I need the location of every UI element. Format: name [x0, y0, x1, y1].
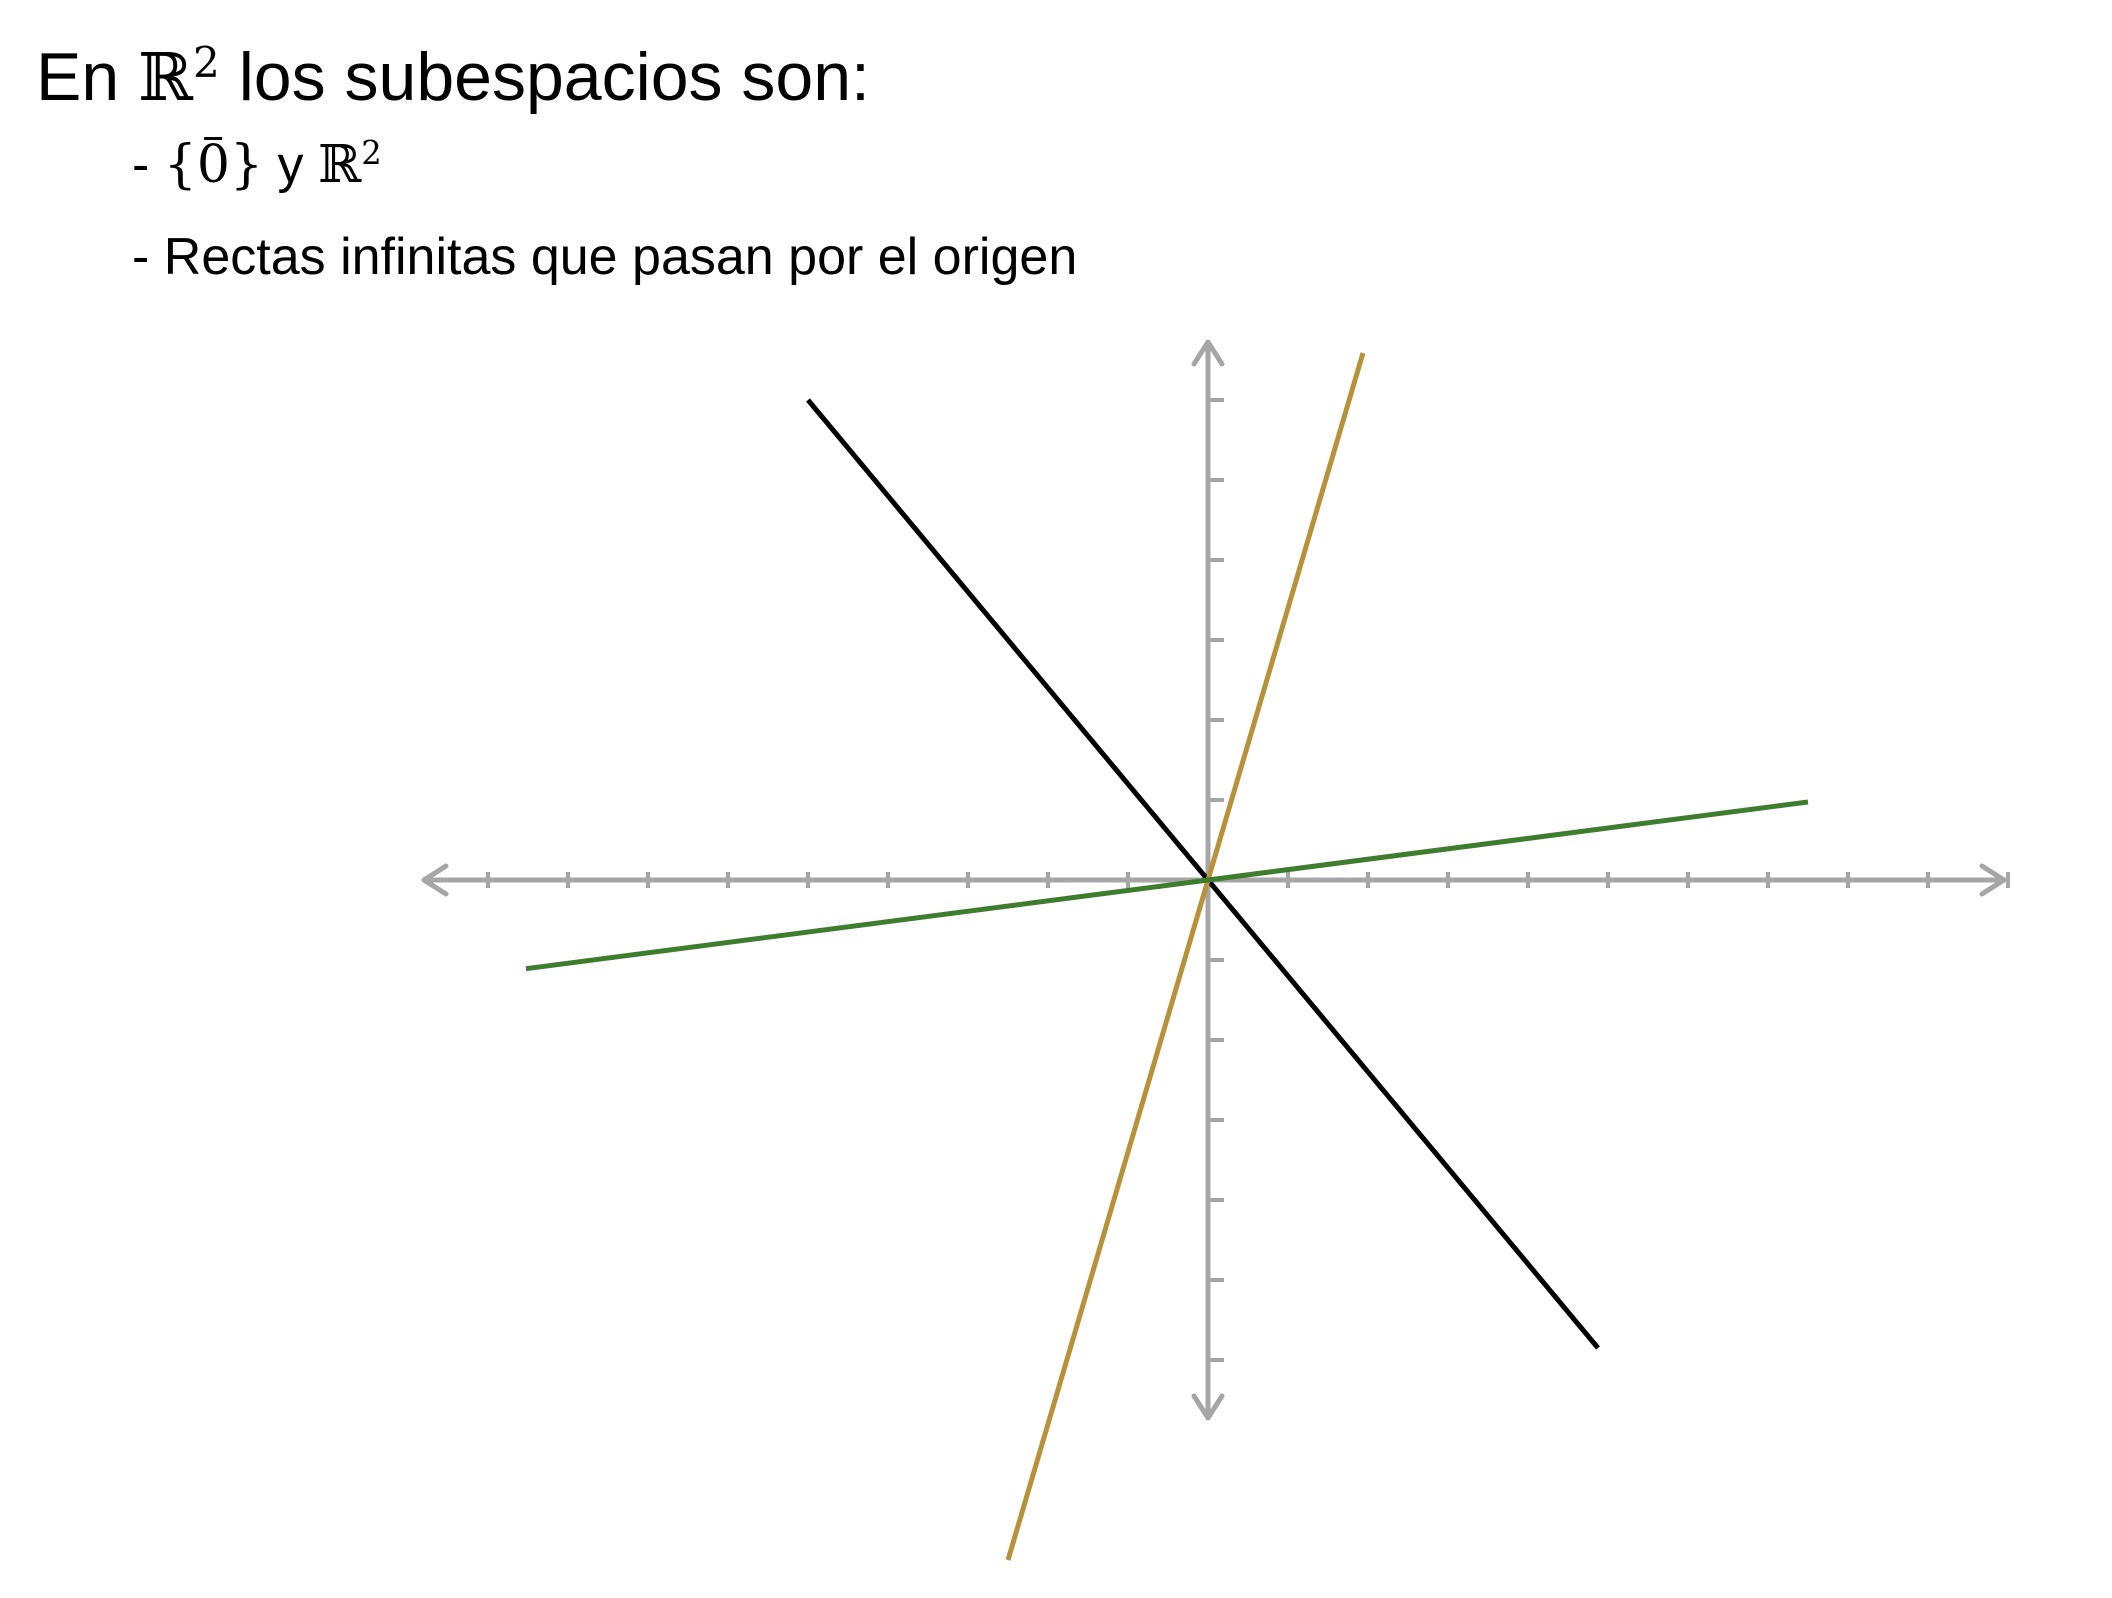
title-prefix: En: [36, 39, 120, 115]
r-exponent-bullet: 2: [361, 134, 382, 173]
r-symbol: ℝ: [138, 39, 193, 116]
y-axis-bottom-arrow: [1191, 1393, 1225, 1421]
set-close-brace: }: [229, 135, 264, 195]
title-line: En ℝ2 los subespacios son:: [36, 36, 870, 127]
zero-vector: 0: [197, 130, 230, 200]
r-exponent: 2: [192, 37, 220, 87]
set-open-brace: {: [163, 135, 197, 195]
subspace-lines: [525, 352, 1809, 1561]
x-axis-left-arrow: [421, 863, 449, 897]
bullet-lines-through-origin: - Rectas infinitas que pasan por el orig…: [132, 222, 1077, 292]
bullet-trivial-subspaces: - {0} y ℝ2: [132, 130, 382, 206]
y-axis-top-arrow: [1191, 339, 1225, 367]
bullet-dash: -: [132, 228, 150, 286]
bullet-text: Rectas infinitas que pasan por el origen: [163, 228, 1078, 286]
title-suffix: los subespacios son:: [238, 39, 870, 115]
gold-line: [1005, 352, 1366, 1561]
connector-text: y: [277, 136, 304, 194]
green-line: [525, 799, 1809, 972]
black-line: [806, 398, 1600, 1350]
x-axis-right-arrow: [1979, 863, 2007, 897]
bullet-dash: -: [132, 136, 150, 194]
r-symbol-bullet: ℝ: [317, 135, 362, 195]
